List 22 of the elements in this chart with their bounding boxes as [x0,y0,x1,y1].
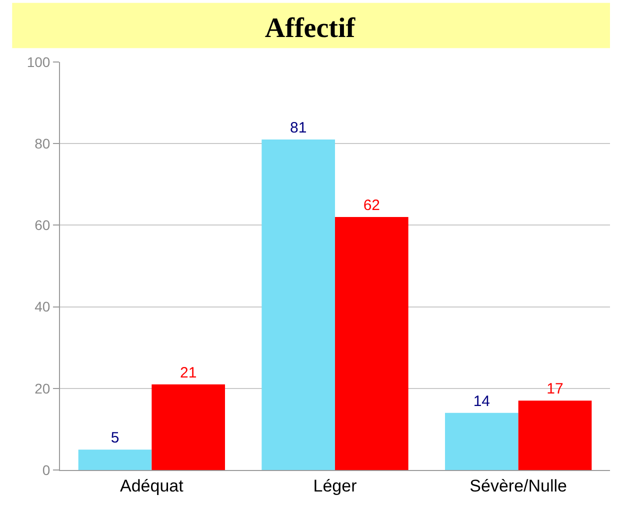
bar [262,140,335,470]
bar [518,400,592,470]
data-label: 62 [363,197,380,214]
y-tick-label: 60 [34,217,50,234]
bar [78,450,152,470]
x-tick-label: Sévère/Nulle [470,476,567,496]
data-label: 17 [546,380,564,398]
data-label: 5 [110,430,120,447]
bar [445,412,518,470]
y-tick-label: 0 [42,462,50,478]
bar [152,384,225,470]
chart-title: Affectif [264,12,356,44]
data-label: 14 [473,392,490,410]
x-tick-label: Adéquat [120,476,184,496]
x-tick-label: Léger [313,476,358,496]
y-tick-label: 80 [34,136,50,152]
data-label: 81 [290,120,307,137]
bar [335,217,408,470]
y-tick-label: 40 [34,298,50,315]
data-label: 21 [180,364,197,382]
y-tick-label: 100 [26,54,50,70]
y-tick-label: 20 [34,380,50,396]
